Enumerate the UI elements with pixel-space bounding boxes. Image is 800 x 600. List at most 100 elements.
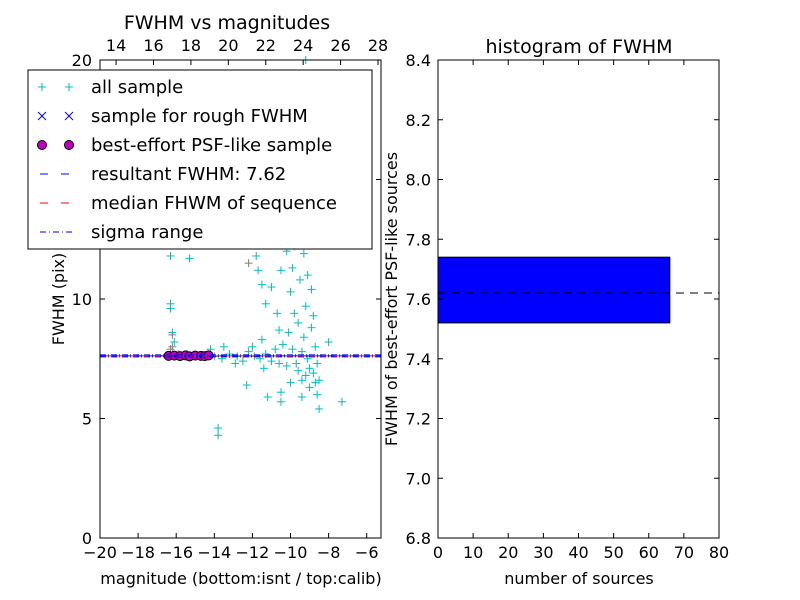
all-sample-point — [309, 369, 318, 378]
all-sample-point — [248, 342, 257, 351]
x-icon — [37, 111, 47, 121]
top-x-tick-label: 14 — [106, 36, 126, 55]
y-tick-label: 7.8 — [406, 230, 431, 249]
scatter-ylabel: FWHM (pix) — [49, 253, 68, 346]
top-x-tick-label: 26 — [330, 36, 350, 55]
x-tick-label: 0 — [433, 543, 443, 562]
legend-label: median FHWM of sequence — [91, 193, 337, 214]
y-tick-label: 5 — [82, 410, 92, 429]
y-tick-label: 8.4 — [406, 51, 431, 70]
x-tick-label: 30 — [533, 543, 553, 562]
scatter-plot: −20 −18 −16 −14 −12 −10 −8 −6 14 16 18 20 22 24 26 28 0 5… — [27, 36, 388, 562]
legend-label: resultant FWHM: 7.62 — [91, 164, 286, 185]
all-sample-point — [299, 249, 308, 258]
x-tick-label: 50 — [603, 543, 623, 562]
x-tick-label: −12 — [236, 543, 270, 562]
all-sample-point — [276, 397, 285, 406]
all-sample-point — [297, 347, 306, 356]
all-sample-point — [288, 345, 297, 354]
all-sample-point — [271, 345, 280, 354]
legend-box — [27, 69, 373, 250]
all-sample-point — [297, 376, 306, 385]
x-tick-label: 20 — [498, 543, 518, 562]
all-sample-point — [292, 359, 301, 368]
legend-label: best-effort PSF-like sample — [91, 135, 332, 156]
all-sample-point — [214, 424, 223, 433]
all-sample-point — [219, 342, 228, 351]
all-sample-point — [294, 318, 303, 327]
x-tick-label: −20 — [83, 543, 117, 562]
y-tick-label: 7.0 — [406, 469, 431, 488]
x-tick-label: 70 — [674, 543, 694, 562]
all-sample-point — [276, 388, 285, 397]
all-sample-point — [290, 309, 299, 318]
y-tick-label: 7.2 — [406, 410, 431, 429]
x-tick-label: −18 — [121, 543, 155, 562]
all-sample-point — [313, 359, 322, 368]
all-sample-point — [297, 392, 306, 401]
all-sample-point — [315, 404, 324, 413]
all-sample-point — [231, 359, 240, 368]
circle-icon — [64, 140, 74, 150]
all-sample-point — [286, 287, 295, 296]
legend-label: sigma range — [91, 222, 203, 243]
y-tick-label: 20 — [72, 51, 92, 70]
all-sample-point — [261, 299, 270, 308]
top-x-tick-label: 18 — [181, 36, 201, 55]
all-sample-point — [267, 283, 276, 292]
all-sample-point — [284, 328, 293, 337]
legend-entry: best-effort PSF-like sample — [37, 135, 332, 156]
histogram-bar — [437, 256, 671, 324]
y-tick-label: 6.8 — [406, 529, 431, 548]
top-x-tick-label: 20 — [218, 36, 238, 55]
all-sample-point — [296, 275, 305, 284]
all-sample-point — [273, 309, 282, 318]
x-tick-label: 60 — [639, 543, 659, 562]
legend-entry: all sample — [38, 77, 183, 98]
all-sample-point — [309, 311, 318, 320]
all-sample-point — [170, 338, 179, 347]
all-sample-point — [238, 357, 247, 366]
y-tick-label: 10 — [72, 290, 92, 309]
legend-entry: median FHWM of sequence — [40, 193, 337, 214]
all-sample-point — [276, 266, 285, 275]
histogram-xlabel: number of sources — [504, 569, 654, 588]
legend-entry: resultant FWHM: 7.62 — [40, 164, 286, 185]
top-x-tick-label: 24 — [293, 36, 313, 55]
all-sample-point — [263, 392, 272, 401]
legend: all sample sample for rough FWHM best-effo… — [27, 69, 373, 250]
x-icon — [64, 111, 74, 121]
all-sample-point — [301, 371, 310, 380]
x-tick-label: −10 — [274, 543, 308, 562]
all-sample-point — [244, 347, 253, 356]
x-tick-label: −6 — [355, 543, 379, 562]
all-sample-point — [242, 381, 251, 390]
legend-entry: sigma range — [40, 222, 203, 243]
legend-entry: sample for rough FWHM — [37, 106, 308, 127]
all-sample-point — [315, 376, 324, 385]
all-sample-point — [337, 397, 346, 406]
all-sample-point — [303, 271, 312, 280]
all-sample-point — [324, 338, 333, 347]
all-sample-point — [286, 378, 295, 387]
legend-label: sample for rough FWHM — [91, 106, 308, 127]
gray-plus-point — [244, 259, 253, 268]
all-sample-point — [305, 383, 314, 392]
y-tick-label: 7.6 — [406, 290, 431, 309]
all-sample-point — [294, 366, 303, 375]
gray-plus-point — [168, 330, 177, 339]
top-x-tick-label: 28 — [368, 36, 388, 55]
all-sample-point — [275, 326, 284, 335]
y-tick-label: 8.2 — [406, 111, 431, 130]
all-sample-point — [311, 342, 320, 351]
top-x-tick-label: 16 — [143, 36, 163, 55]
all-sample-point — [254, 266, 263, 275]
circle-icon — [37, 140, 47, 150]
histogram-plot: 0 10 20 30 40 50 60 70 80 6.8 7.0 7.2 7.4 7.6 7.8 8.0 8.… — [406, 51, 730, 562]
all-sample-point — [257, 280, 266, 289]
all-sample-point — [252, 251, 261, 260]
y-tick-label: 7.4 — [406, 350, 431, 369]
legend-label: all sample — [91, 77, 183, 98]
histogram-title: histogram of FWHM — [485, 36, 672, 58]
